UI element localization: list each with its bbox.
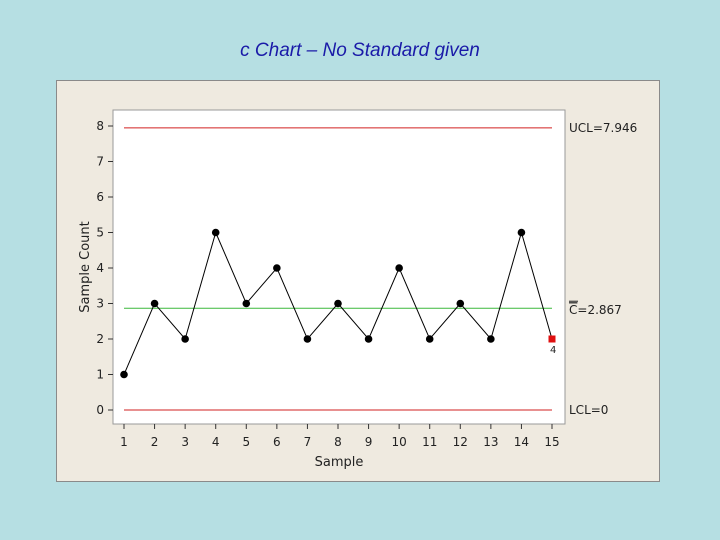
- x-tick-label: 10: [392, 435, 407, 449]
- data-point: [425, 335, 434, 343]
- x-tick-label: 12: [453, 435, 468, 449]
- x-tick-label: 4: [212, 435, 220, 449]
- y-tick-label: 4: [96, 261, 104, 275]
- y-tick-label: 7: [96, 155, 104, 169]
- data-point: [395, 264, 403, 272]
- data-point: [181, 335, 189, 343]
- data-point: [120, 370, 128, 379]
- data-point: [456, 299, 465, 308]
- data-point: [487, 335, 495, 343]
- data-point: [273, 264, 281, 272]
- slide-title: c Chart – No Standard given: [240, 40, 480, 61]
- x-tick-label: 8: [334, 435, 342, 449]
- lcl-label: LCL=0: [569, 403, 608, 417]
- x-tick-label: 1: [120, 435, 128, 449]
- data-point: [364, 335, 373, 343]
- x-tick-label: 7: [304, 435, 312, 449]
- center-label: C=2.867: [569, 303, 622, 317]
- x-tick-label: 14: [514, 435, 529, 449]
- center-label-value: =2.867: [577, 303, 621, 317]
- y-tick-label: 3: [96, 297, 104, 311]
- x-tick-label: 5: [242, 435, 250, 449]
- data-point: [334, 299, 342, 308]
- x-tick-label: 2: [151, 435, 159, 449]
- x-tick-label: 6: [273, 435, 281, 449]
- y-tick-label: 2: [96, 332, 104, 346]
- y-tick-label: 6: [96, 190, 104, 204]
- y-tick-label: 5: [96, 226, 104, 240]
- ucl-label: UCL=7.946: [569, 121, 637, 135]
- data-point: [211, 228, 220, 237]
- data-point: [242, 299, 251, 308]
- x-tick-label: 3: [181, 435, 189, 449]
- data-point: [517, 228, 526, 237]
- x-tick-label: 9: [365, 435, 373, 449]
- x-tick-label: 13: [483, 435, 498, 449]
- y-tick-label: 1: [96, 368, 104, 382]
- y-axis-label: Sample Count: [78, 221, 93, 312]
- x-tick-label: 15: [544, 435, 559, 449]
- y-tick-label: 0: [96, 403, 104, 417]
- data-point: [150, 299, 159, 308]
- plot-area: [112, 109, 566, 425]
- center-label-symbol: C: [569, 303, 577, 317]
- x-tick-label: 11: [422, 435, 437, 449]
- x-axis-label: Sample: [315, 455, 364, 470]
- y-tick-label: 8: [96, 119, 104, 133]
- data-point: [303, 335, 312, 343]
- flagged-point-label: 4: [550, 345, 556, 356]
- flagged-point: [548, 335, 556, 343]
